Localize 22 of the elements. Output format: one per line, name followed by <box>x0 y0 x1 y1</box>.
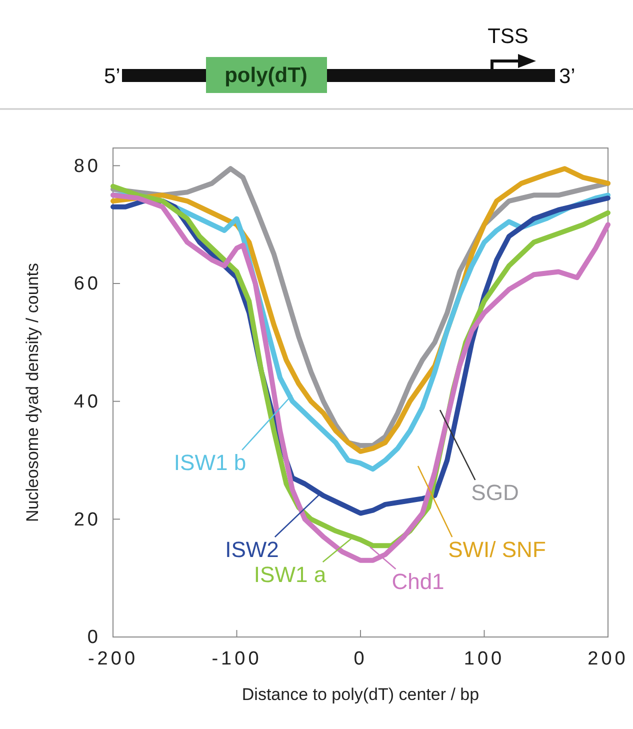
text: ISW1 b <box>174 450 246 475</box>
x-tick-label: 0 <box>354 648 368 670</box>
x-tick-label: -200 <box>88 648 138 670</box>
y-tick-label: 60 <box>74 274 101 295</box>
legend-label: ISW1 a <box>254 562 327 587</box>
y-tick-label: 20 <box>74 509 101 530</box>
text: TSS <box>488 25 528 48</box>
x-tick-label: -100 <box>212 648 262 670</box>
x-axis-title: Distance to poly(dT) center / bp <box>242 685 480 704</box>
text: poly(dT) <box>224 64 308 87</box>
x-tick-label: 200 <box>588 648 628 670</box>
y-tick-label: 80 <box>74 156 101 177</box>
legend-label: ISW2 <box>225 537 279 562</box>
text: SGD <box>471 480 519 505</box>
text: SWI/ SNF <box>448 537 546 562</box>
y-tick-label: 40 <box>74 391 101 412</box>
text: 5’ <box>104 65 120 88</box>
y-tick-label: 0 <box>87 627 101 648</box>
x-tick-label: 100 <box>464 648 505 670</box>
y-axis-title: Nucleosome dyad density / counts <box>23 263 42 522</box>
text: 3’ <box>559 65 576 88</box>
legend-label: Chd1 <box>392 569 444 594</box>
